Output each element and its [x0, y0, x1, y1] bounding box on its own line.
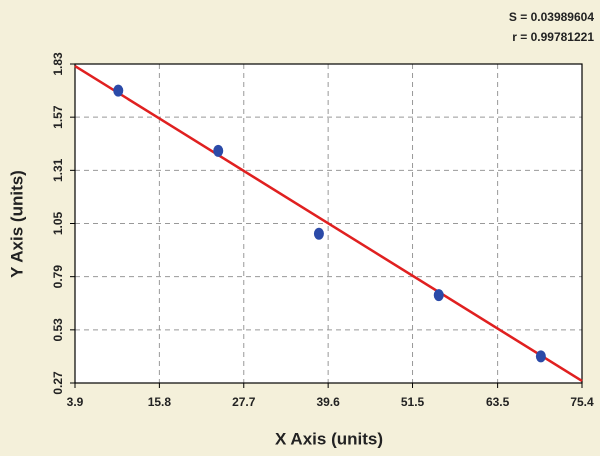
- data-point: [433, 289, 444, 302]
- y-tick-label: 1.57: [51, 105, 65, 129]
- fit-line: [74, 64, 583, 383]
- data-point: [535, 350, 546, 363]
- y-tick-label: 0.79: [51, 265, 65, 289]
- data-point: [213, 144, 224, 157]
- plot-border: [74, 63, 583, 384]
- y-tick-label: 1.31: [51, 158, 65, 182]
- data-point: [113, 84, 124, 97]
- y-tick-label: 0.27: [51, 371, 65, 395]
- x-tick-label: 15.8: [148, 395, 172, 409]
- y-axis-title: Y Axis (units): [7, 170, 26, 278]
- x-tick-label: 63.5: [486, 395, 510, 409]
- x-tick-label: 75.4: [570, 395, 594, 409]
- y-tick-label: 0.53: [51, 318, 65, 342]
- annotation: r = 0.99781221: [512, 30, 594, 44]
- x-tick-label: 51.5: [401, 395, 425, 409]
- x-tick-label: 3.9: [67, 395, 84, 409]
- annotation: S = 0.03989604: [509, 10, 594, 24]
- y-tick-label: 1.83: [51, 52, 65, 76]
- x-tick-label: 39.6: [316, 395, 340, 409]
- y-tick-label: 1.05: [51, 211, 65, 235]
- data-point: [313, 227, 324, 240]
- x-tick-label: 27.7: [232, 395, 256, 409]
- x-axis-title: X Axis (units): [275, 429, 383, 448]
